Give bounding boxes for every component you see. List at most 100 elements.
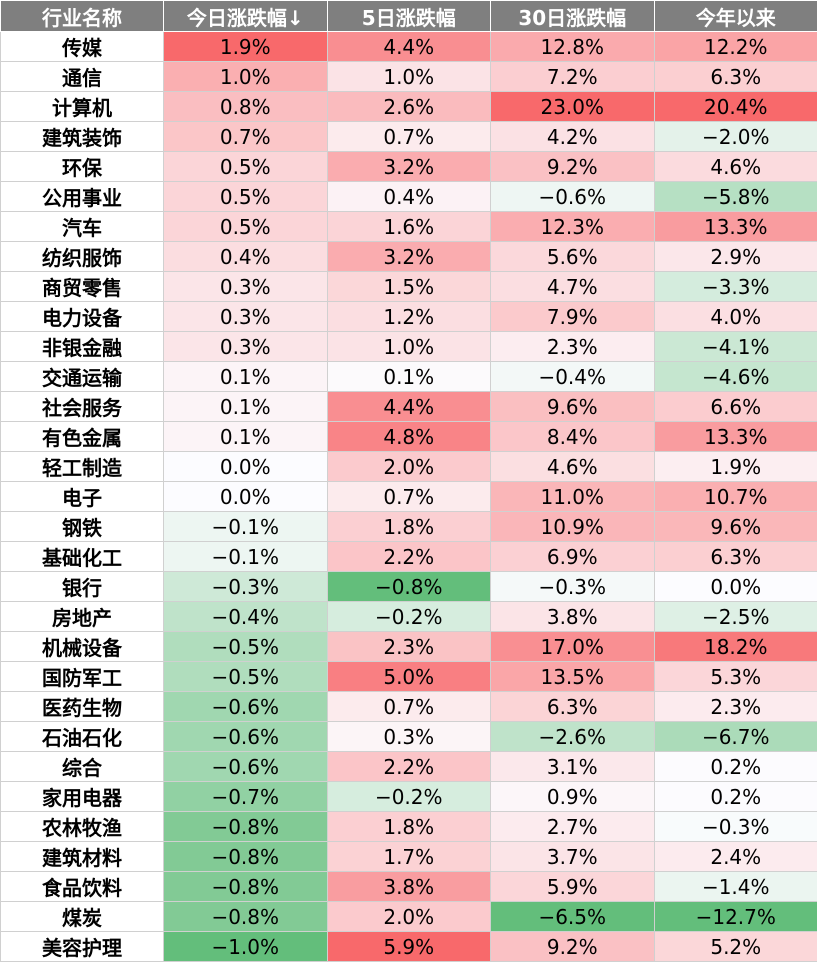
cell-ytd-change: −5.8%	[654, 182, 817, 212]
cell-today-change: −0.6%	[164, 692, 328, 722]
cell-30day-change: −0.3%	[491, 572, 655, 602]
cell-today-change: −0.7%	[164, 782, 328, 812]
cell-30day-change: 6.3%	[491, 692, 655, 722]
cell-industry-name: 环保	[1, 152, 164, 182]
column-header-today-change[interactable]: 今日涨跌幅↓	[164, 1, 328, 32]
cell-ytd-change: 2.4%	[654, 842, 817, 872]
cell-today-change: 0.5%	[164, 212, 328, 242]
cell-industry-name: 通信	[1, 62, 164, 92]
cell-ytd-change: 1.9%	[654, 452, 817, 482]
cell-ytd-change: −3.3%	[654, 272, 817, 302]
cell-today-change: 0.1%	[164, 422, 328, 452]
cell-5day-change: −0.8%	[327, 572, 491, 602]
column-header-5day-change[interactable]: 5日涨跌幅	[327, 1, 491, 32]
cell-industry-name: 计算机	[1, 92, 164, 122]
cell-industry-name: 交通运输	[1, 362, 164, 392]
cell-5day-change: 2.0%	[327, 902, 491, 932]
cell-30day-change: 11.0%	[491, 482, 655, 512]
cell-ytd-change: −2.0%	[654, 122, 817, 152]
table-row: 建筑材料−0.8%1.7%3.7%2.4%	[1, 842, 817, 872]
column-header-30day-change[interactable]: 30日涨跌幅	[491, 1, 655, 32]
table-row: 房地产−0.4%−0.2%3.8%−2.5%	[1, 602, 817, 632]
cell-today-change: 0.0%	[164, 482, 328, 512]
header-row: 行业名称 今日涨跌幅↓ 5日涨跌幅 30日涨跌幅 今年以来	[1, 1, 817, 32]
cell-ytd-change: 0.2%	[654, 752, 817, 782]
cell-30day-change: −6.5%	[491, 902, 655, 932]
cell-today-change: 0.3%	[164, 332, 328, 362]
cell-5day-change: 4.4%	[327, 392, 491, 422]
cell-ytd-change: 2.3%	[654, 692, 817, 722]
cell-today-change: −1.0%	[164, 932, 328, 962]
cell-today-change: −0.3%	[164, 572, 328, 602]
cell-5day-change: 0.1%	[327, 362, 491, 392]
cell-industry-name: 建筑装饰	[1, 122, 164, 152]
cell-5day-change: 1.6%	[327, 212, 491, 242]
table-row: 综合−0.6%2.2%3.1%0.2%	[1, 752, 817, 782]
cell-industry-name: 农林牧渔	[1, 812, 164, 842]
cell-today-change: −0.4%	[164, 602, 328, 632]
cell-industry-name: 医药生物	[1, 692, 164, 722]
cell-ytd-change: 5.2%	[654, 932, 817, 962]
cell-industry-name: 电子	[1, 482, 164, 512]
cell-5day-change: 3.2%	[327, 152, 491, 182]
cell-today-change: −0.8%	[164, 842, 328, 872]
cell-ytd-change: −0.3%	[654, 812, 817, 842]
table-row: 食品饮料−0.8%3.8%5.9%−1.4%	[1, 872, 817, 902]
cell-ytd-change: 10.7%	[654, 482, 817, 512]
cell-today-change: −0.8%	[164, 812, 328, 842]
cell-5day-change: 0.7%	[327, 692, 491, 722]
cell-5day-change: 2.0%	[327, 452, 491, 482]
cell-ytd-change: −2.5%	[654, 602, 817, 632]
cell-30day-change: 12.3%	[491, 212, 655, 242]
cell-industry-name: 美容护理	[1, 932, 164, 962]
cell-5day-change: 0.3%	[327, 722, 491, 752]
cell-5day-change: 0.7%	[327, 482, 491, 512]
cell-30day-change: −0.6%	[491, 182, 655, 212]
cell-today-change: −0.5%	[164, 632, 328, 662]
cell-ytd-change: −1.4%	[654, 872, 817, 902]
cell-30day-change: 13.5%	[491, 662, 655, 692]
cell-ytd-change: −4.1%	[654, 332, 817, 362]
cell-today-change: 0.4%	[164, 242, 328, 272]
cell-5day-change: 1.7%	[327, 842, 491, 872]
cell-ytd-change: 13.3%	[654, 212, 817, 242]
cell-today-change: 0.5%	[164, 152, 328, 182]
cell-today-change: −0.5%	[164, 662, 328, 692]
cell-ytd-change: 6.3%	[654, 62, 817, 92]
cell-5day-change: 1.5%	[327, 272, 491, 302]
cell-ytd-change: −6.7%	[654, 722, 817, 752]
cell-5day-change: 2.6%	[327, 92, 491, 122]
cell-today-change: −0.8%	[164, 902, 328, 932]
cell-5day-change: −0.2%	[327, 782, 491, 812]
cell-industry-name: 机械设备	[1, 632, 164, 662]
cell-30day-change: 5.6%	[491, 242, 655, 272]
column-header-ytd-change[interactable]: 今年以来	[654, 1, 817, 32]
cell-industry-name: 非银金融	[1, 332, 164, 362]
cell-5day-change: 2.3%	[327, 632, 491, 662]
cell-today-change: −0.1%	[164, 512, 328, 542]
cell-30day-change: 9.2%	[491, 152, 655, 182]
cell-industry-name: 纺织服饰	[1, 242, 164, 272]
cell-30day-change: 7.9%	[491, 302, 655, 332]
cell-5day-change: 1.8%	[327, 812, 491, 842]
cell-industry-name: 石油石化	[1, 722, 164, 752]
cell-industry-name: 电力设备	[1, 302, 164, 332]
cell-30day-change: 2.7%	[491, 812, 655, 842]
cell-industry-name: 公用事业	[1, 182, 164, 212]
cell-30day-change: 2.3%	[491, 332, 655, 362]
cell-5day-change: 0.4%	[327, 182, 491, 212]
cell-today-change: 0.8%	[164, 92, 328, 122]
cell-today-change: 0.3%	[164, 272, 328, 302]
cell-30day-change: −0.4%	[491, 362, 655, 392]
